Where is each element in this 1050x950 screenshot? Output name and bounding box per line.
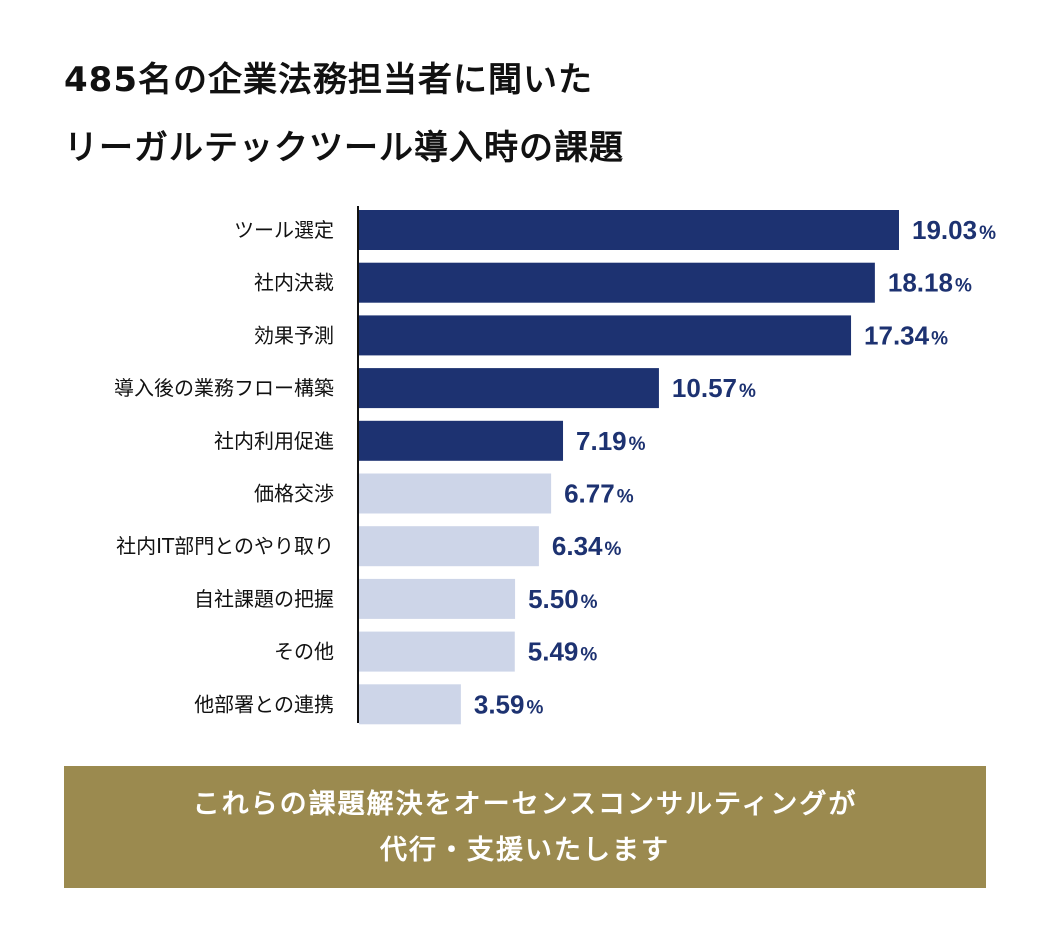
category-label-5: 社内利用促進 (214, 429, 334, 453)
value-label-5: 7.19% (576, 426, 646, 456)
bar-1 (359, 210, 899, 250)
value-label-6: 6.77% (564, 479, 634, 509)
category-label-8: 自社課題の把握 (194, 587, 334, 611)
category-label-4: 導入後の業務フロー構築 (114, 376, 334, 400)
chart-title-line-2: リーガルテックツール導入時の課題 (64, 128, 624, 168)
footer-banner: これらの課題解決をオーセンスコンサルティングが 代行・支援いたします (64, 766, 986, 888)
bar-8 (359, 578, 516, 619)
category-label-2: 社内決裁 (254, 271, 334, 295)
category-label-9: その他 (274, 640, 334, 664)
value-label-9: 5.49% (528, 637, 598, 667)
value-label-8: 5.50% (528, 584, 598, 614)
bar-10 (359, 684, 461, 725)
value-label-7: 6.34% (552, 531, 622, 561)
value-label-1: 19.03% (912, 215, 996, 245)
category-label-3: 効果予測 (254, 323, 334, 347)
value-label-3: 17.34% (864, 320, 948, 350)
bar-9 (359, 631, 515, 672)
footer-line-1: これらの課題解決をオーセンスコンサルティングが (192, 789, 858, 820)
chart-title: 485名の企業法務担当者に聞いた リーガルテックツール導入時の課題 (64, 56, 624, 192)
value-label-10: 3.59% (474, 689, 544, 719)
category-label-10: 他部署との連携 (194, 692, 334, 716)
bar-2 (359, 262, 875, 303)
category-label-1: ツール選定 (234, 218, 334, 242)
category-label-7: 社内IT部門とのやり取り (116, 534, 334, 558)
category-label-6: 価格交渉 (254, 482, 334, 506)
footer-line-2: 代行・支援いたします (380, 835, 670, 866)
bar-3 (359, 315, 852, 356)
value-label-4: 10.57% (672, 373, 756, 403)
chart-title-line-1: 485名の企業法務担当者に聞いた (64, 60, 593, 100)
bar-4 (359, 368, 659, 409)
value-label-2: 18.18% (888, 268, 972, 298)
bar-7 (359, 526, 539, 567)
bar-6 (359, 473, 552, 514)
bar-chart: ツール選定 19.03 % 社内決裁 18.18 % 効果予測 17.34 % 導入後の業務フロー… (114, 206, 996, 725)
bar-5 (359, 420, 564, 461)
